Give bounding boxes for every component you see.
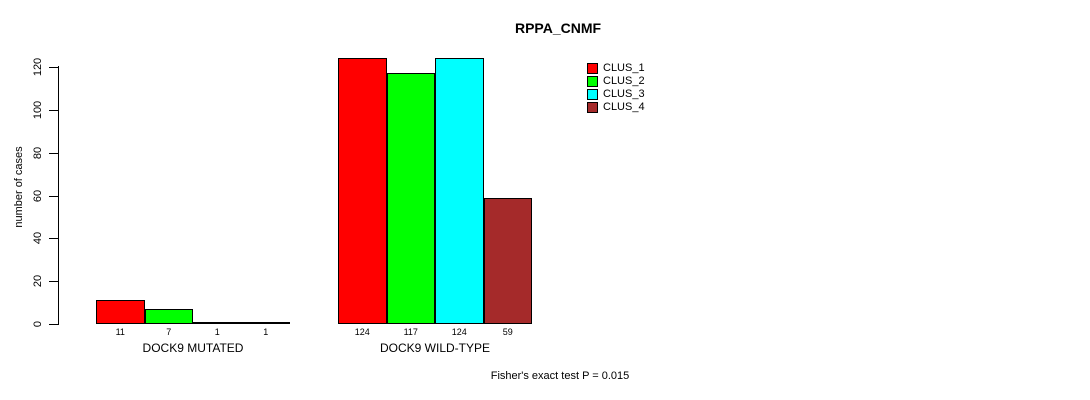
bar xyxy=(96,300,145,324)
bar-value-label: 7 xyxy=(166,327,172,337)
y-axis-line xyxy=(58,66,59,325)
bar xyxy=(435,58,484,324)
y-tick-label: 0 xyxy=(32,320,44,328)
y-tick-label: 100 xyxy=(32,100,44,120)
bar-value-label: 1 xyxy=(263,327,269,337)
y-axis-title: number of cases xyxy=(13,146,25,228)
y-tick-mark xyxy=(49,195,58,197)
legend-swatch xyxy=(587,89,598,100)
legend-item: CLUS_3 xyxy=(587,88,645,101)
bar xyxy=(241,321,290,324)
bar xyxy=(144,309,193,324)
y-tick-label: 40 xyxy=(32,232,44,245)
y-tick-mark xyxy=(49,324,58,325)
group-label: DOCK9 MUTATED xyxy=(142,341,244,355)
legend-label: CLUS_1 xyxy=(603,62,645,74)
footer-annotation: Fisher's exact test P = 0.015 xyxy=(490,370,630,382)
bar-value-label: 11 xyxy=(115,327,125,337)
group-label: DOCK9 WILD-TYPE xyxy=(379,341,491,355)
bar xyxy=(386,73,435,324)
bar-value-label: 59 xyxy=(502,327,513,337)
legend-swatch xyxy=(587,63,598,74)
legend-item: CLUS_2 xyxy=(587,75,645,88)
legend: CLUS_1 CLUS_2 CLUS_3 CLUS_4 xyxy=(587,62,645,114)
legend-swatch xyxy=(587,76,598,87)
y-tick-mark xyxy=(49,238,58,240)
legend-item: CLUS_1 xyxy=(587,62,645,75)
y-tick-mark xyxy=(49,152,58,154)
y-tick-mark xyxy=(49,67,58,68)
legend-label: CLUS_3 xyxy=(603,88,645,100)
bar-value-label: 1 xyxy=(214,327,220,337)
bar xyxy=(483,197,532,324)
legend-label: CLUS_4 xyxy=(603,101,645,113)
bar-value-label: 117 xyxy=(403,327,418,337)
chart-title: RPPA_CNMF xyxy=(514,20,602,36)
bar xyxy=(193,321,242,324)
bar xyxy=(338,58,387,324)
legend-label: CLUS_2 xyxy=(603,75,645,87)
y-tick-label: 120 xyxy=(32,57,44,77)
y-tick-label: 80 xyxy=(32,146,44,159)
legend-item: CLUS_4 xyxy=(587,101,645,114)
bar-value-label: 124 xyxy=(451,327,467,337)
bar-value-label: 124 xyxy=(354,327,370,337)
y-tick-mark xyxy=(49,109,58,111)
y-tick-label: 60 xyxy=(32,189,44,202)
y-tick-label: 20 xyxy=(32,275,44,288)
y-tick-mark xyxy=(49,281,58,283)
legend-swatch xyxy=(587,102,598,113)
